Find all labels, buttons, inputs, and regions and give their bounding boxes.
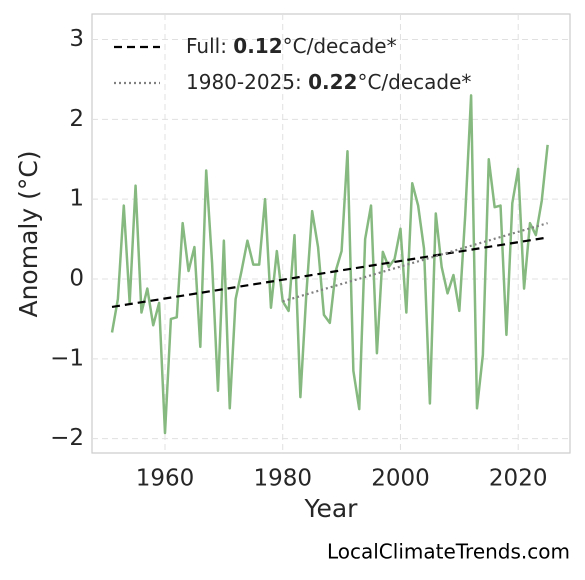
y-tick-label: −1 <box>50 345 84 371</box>
y-tick-label: −2 <box>50 425 84 451</box>
legend-label-part: °C/decade* <box>283 34 397 58</box>
plot-frame <box>91 13 571 454</box>
trend-line <box>282 222 548 303</box>
x-axis-label: Year <box>304 494 359 523</box>
x-tick-label: 2000 <box>371 466 430 492</box>
trend-line <box>111 236 548 309</box>
legend-label: Full: 0.12°C/decade* <box>186 34 397 58</box>
y-axis-label: Anomaly (°C) <box>14 150 43 317</box>
y-tick-label: 1 <box>69 186 84 212</box>
data-line <box>110 94 549 435</box>
legend-label-part: 1980-2025: <box>186 70 308 94</box>
legend-label-part: 0.22 <box>308 70 357 94</box>
legend-label-part: Full: <box>186 34 233 58</box>
y-tick-label: 0 <box>69 265 84 291</box>
x-tick-label: 1960 <box>136 466 195 492</box>
x-tick-label: 2020 <box>489 466 548 492</box>
legend-label-part: 0.12 <box>233 34 282 58</box>
y-tick-label: 2 <box>69 106 84 132</box>
y-tick-label: 3 <box>69 26 84 52</box>
x-tick-label: 1980 <box>253 466 312 492</box>
source: LocalClimateTrends.com <box>327 540 570 564</box>
legend-label: 1980-2025: 0.22°C/decade* <box>186 70 471 94</box>
legend-label-part: °C/decade* <box>357 70 471 94</box>
